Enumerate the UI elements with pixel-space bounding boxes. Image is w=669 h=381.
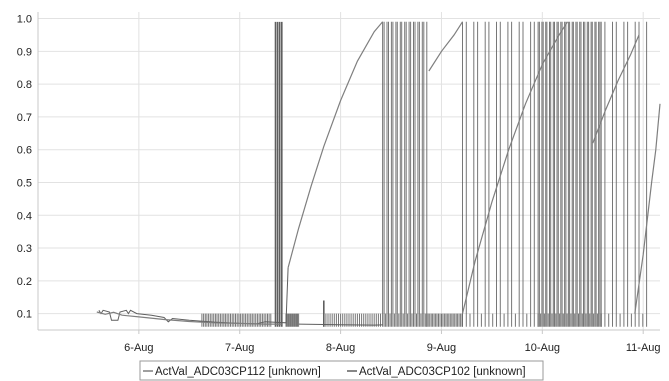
series-2-switching-band: [201, 313, 272, 327]
legend: ActVal_ADC03CP112 [unknown] ActVal_ADC03…: [139, 360, 544, 381]
series-2-switching-band: [537, 21, 602, 327]
y-tick-label: 0.7: [17, 112, 32, 124]
x-tick-label: 9-Aug: [427, 342, 456, 354]
series-1-line: [461, 21, 569, 314]
y-tick-label: 1.0: [17, 14, 32, 26]
tick-labels: 0.1 0.2 0.3 0.4 0.5 0.6 0.7 0.8 0.9 1.0 6-Aug 7-Aug…: [17, 14, 661, 354]
y-tick-label: 0.3: [17, 243, 32, 255]
x-tick-label: 6-Aug: [124, 342, 153, 354]
series-2-switching-band: [426, 313, 463, 327]
series-2-switching-band: [285, 313, 300, 327]
series-2-line: [298, 323, 383, 326]
y-tick-label: 0.6: [17, 145, 32, 157]
series-1-line: [96, 311, 282, 325]
series-2-line: [264, 267, 289, 324]
x-tick-label: 7-Aug: [225, 342, 254, 354]
axes: [37, 12, 660, 331]
series-2-switching-band: [462, 21, 539, 327]
y-tick-label: 0.5: [17, 177, 32, 189]
series-1-line: [634, 103, 661, 314]
series-1-line: [287, 21, 384, 268]
legend-label-series-1: ActVal_ADC03CP112 [unknown]: [155, 366, 321, 378]
y-tick-label: 0.2: [17, 276, 32, 288]
plot-area: [96, 21, 661, 327]
legend-label-series-2: ActVal_ADC03CP102 [unknown]: [359, 366, 526, 378]
series-2-switching-band: [382, 21, 428, 327]
y-tick-label: 0.8: [17, 79, 32, 91]
x-tick-label: 8-Aug: [326, 342, 355, 354]
series-2-switching-band: [600, 21, 648, 327]
x-tick-label: 10-Aug: [525, 342, 560, 354]
y-tick-label: 0.1: [17, 309, 32, 321]
series-1-line: [592, 34, 640, 144]
y-tick-label: 0.9: [17, 46, 32, 58]
legend-box: [139, 360, 544, 381]
y-tick-label: 0.4: [17, 210, 32, 222]
series-1-line: [428, 21, 464, 72]
x-tick-label: 11-Aug: [626, 342, 661, 354]
